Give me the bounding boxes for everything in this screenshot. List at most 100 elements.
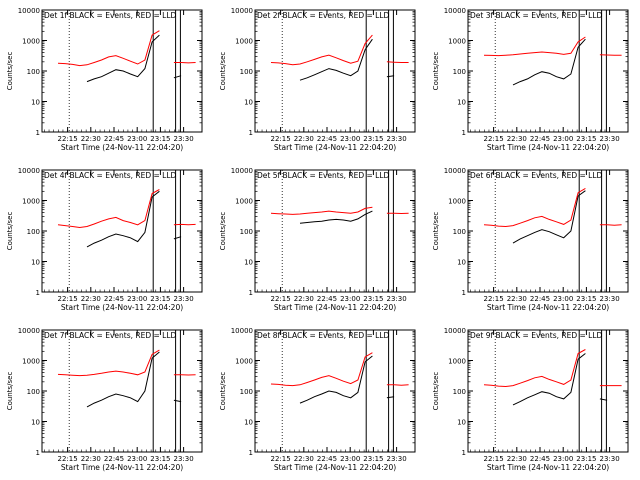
y-tick-label: 1000 [22,38,40,46]
x-tick-label: 22:30 [294,295,314,303]
panel-7: Det 7f BLACK = Events, RED = LLD Counts/s… [6,327,203,472]
plot-frame [41,169,203,293]
plot-frame [254,169,416,293]
series-lld-line [270,352,409,387]
x-tick-label: 22:15 [58,135,78,143]
y-axis-label: Counts/sec [6,212,14,251]
y-tick-label: 1000 [235,38,253,46]
y-tick-label: 100 [27,68,40,76]
panel-title: Det 1f BLACK = Events, RED = LLD [44,11,177,20]
y-tick-label: 100 [240,388,253,396]
x-axis-label: Start Time (24-Nov-11 22:04:20) [61,463,183,472]
x-tick-label: 22:45 [530,295,550,303]
series-events-line [512,190,586,244]
x-tick-label: 23:30 [387,135,407,143]
x-tick-label: 22:45 [104,295,124,303]
x-tick-label: 22:30 [507,135,527,143]
x-tick-label: 23:00 [127,295,147,303]
x-tick-label: 23:15 [150,455,170,463]
x-axis-label: Start Time (24-Nov-11 22:04:20) [274,143,396,152]
y-tick-label: 1000 [22,358,40,366]
y-tick-label: 10 [244,259,253,267]
x-tick-label: 22:45 [104,455,124,463]
panel-title: Det 7f BLACK = Events, RED = LLD [44,331,177,340]
x-tick-label: 22:15 [271,455,291,463]
x-tick-label: 23:30 [387,295,407,303]
panel-title: Det 2f BLACK = Events, RED = LLD [257,11,390,20]
x-tick-label: 22:30 [507,295,527,303]
y-axis-label: Counts/sec [219,212,227,251]
series-lld-line [483,349,622,388]
x-tick-label: 22:45 [104,135,124,143]
y-tick-label: 1000 [22,198,40,206]
series-lld-line [57,30,196,67]
x-tick-label: 23:00 [553,295,573,303]
x-tick-label: 22:30 [507,455,527,463]
panel-title: Det 9f BLACK = Events, RED = LLD [470,331,603,340]
panel-title: Det 6f BLACK = Events, RED = LLD [470,171,603,180]
panel-5: Det 5f BLACK = Events, RED = LLD Counts/s… [219,167,416,312]
series-lld-line [57,189,196,229]
y-tick-label: 10000 [444,167,466,175]
x-tick-label: 23:00 [340,135,360,143]
x-tick-label: 23:30 [174,295,194,303]
y-tick-label: 10 [244,419,253,427]
series-events-line [513,39,600,85]
x-tick-label: 23:30 [600,295,620,303]
x-tick-label: 23:30 [174,135,194,143]
panel-3: Det 3f BLACK = Events, RED = LLD Counts/s… [432,7,629,152]
x-tick-label: 22:15 [271,135,291,143]
plot-frame [254,329,416,453]
panel-6: Det 6f BLACK = Events, RED = LLD Counts/s… [432,167,629,312]
x-tick-label: 23:15 [363,295,383,303]
x-tick-label: 22:45 [317,455,337,463]
x-tick-label: 23:15 [576,455,596,463]
y-tick-label: 1 [462,289,466,297]
y-tick-label: 1000 [235,358,253,366]
y-tick-label: 10000 [18,7,40,15]
x-tick-label: 22:45 [530,455,550,463]
x-tick-label: 23:15 [150,135,170,143]
x-axis-label: Start Time (24-Nov-11 22:04:20) [274,463,396,472]
y-tick-label: 1000 [235,198,253,206]
x-tick-label: 22:30 [81,295,101,303]
x-tick-label: 23:30 [174,455,194,463]
x-tick-label: 23:30 [600,135,620,143]
y-tick-label: 10 [31,259,40,267]
y-tick-label: 10000 [444,327,466,335]
x-tick-label: 22:30 [294,455,314,463]
plot-frame [254,9,416,133]
y-tick-label: 1000 [448,38,466,46]
x-axis-label: Start Time (24-Nov-11 22:04:20) [274,303,396,312]
y-tick-label: 100 [453,388,466,396]
x-tick-label: 22:30 [81,455,101,463]
y-tick-label: 1 [36,449,40,457]
x-tick-label: 22:15 [484,455,504,463]
y-tick-label: 10000 [231,327,253,335]
y-axis-label: Counts/sec [6,52,14,91]
y-tick-label: 1000 [448,198,466,206]
y-tick-label: 1 [462,129,466,137]
x-tick-label: 23:00 [340,295,360,303]
y-tick-label: 10 [31,99,40,107]
y-axis-label: Counts/sec [219,372,227,411]
y-axis-label: Counts/sec [6,372,14,411]
x-axis-label: Start Time (24-Nov-11 22:04:20) [61,303,183,312]
x-axis-label: Start Time (24-Nov-11 22:04:20) [487,303,609,312]
y-tick-label: 1 [249,449,253,457]
x-axis-label: Start Time (24-Nov-11 22:04:20) [61,143,183,152]
y-tick-label: 10000 [18,327,40,335]
y-tick-label: 10000 [444,7,466,15]
series-events-line [299,355,395,404]
y-tick-label: 1 [36,289,40,297]
series-lld-line [483,187,622,228]
panel-title: Det 5f BLACK = Events, RED = LLD [257,171,390,180]
x-tick-label: 23:00 [553,135,573,143]
x-tick-label: 23:00 [127,135,147,143]
y-tick-label: 100 [240,68,253,76]
x-tick-label: 22:45 [530,135,550,143]
panel-title: Det 3f BLACK = Events, RED = LLD [470,11,603,20]
y-tick-label: 100 [27,388,40,396]
y-tick-label: 10 [457,259,466,267]
